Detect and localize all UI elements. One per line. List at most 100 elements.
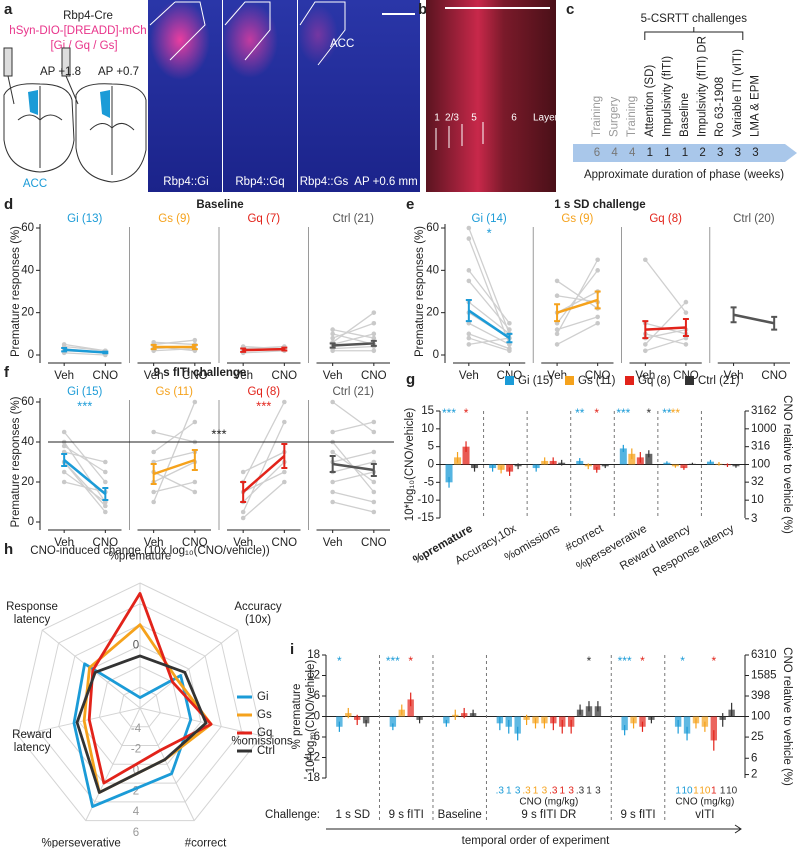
individual-point [103,469,108,475]
individual-line [64,343,106,352]
individual-point [103,503,108,509]
x-tick-label: Veh [233,537,253,549]
dose-label: .3 [522,786,531,797]
mean-line [153,458,196,476]
individual-line [153,461,196,483]
individual-point [466,236,472,241]
individual-point [103,509,108,515]
radar-spoke [85,707,141,821]
y2-tick-label: 10 [751,494,764,506]
x-tick-label: Veh [144,537,164,549]
individual-point [371,509,377,515]
individual-line [556,322,598,345]
error-bar [150,463,157,485]
y-tick-label: 0 [428,459,434,471]
individual-line [645,328,687,339]
mean-line [733,313,775,325]
individual-point [371,449,377,455]
phase-weeks: 2 [699,147,705,159]
phase-weeks: 3 [717,147,723,159]
time-arrow [326,824,742,834]
individual-point [554,293,560,299]
y2-tick-label: 32 [751,476,764,488]
individual-point [466,331,472,337]
individual-line [242,421,285,513]
significance: * [464,406,469,420]
dose-label: 1 [586,786,592,797]
mean-line [468,309,511,340]
mean-line [332,462,375,472]
individual-point [151,489,156,495]
x-tick-label: CNO [361,370,387,382]
x-tick-label: Veh [233,370,253,382]
significance: * [680,654,685,668]
panel-label: i [290,641,294,658]
x-tick-label: Veh [547,370,567,382]
individual-point [371,479,377,485]
individual-line [64,352,106,356]
x-tick-label: Veh [459,370,479,382]
mean-line [242,455,286,493]
significance: * [594,406,599,420]
dose-label: 10 [726,786,738,797]
y2-tick-label: 3162 [751,405,777,417]
individual-point [683,342,689,347]
challenge-label: Baseline [438,809,482,821]
legend-label: Gq (8) [638,375,671,387]
radar-spoke [139,707,195,821]
legend-label: Gq [257,727,272,739]
individual-point [151,449,156,455]
x-tick-label: CNO [182,370,208,382]
phase-name: Attention (SD) [644,65,656,137]
individual-point [371,320,377,326]
individual-point [192,489,198,495]
error-bar [506,332,513,344]
phase-name: Variable ITI (vITI) [732,49,744,137]
significance: ** [662,406,672,420]
individual-point [151,429,156,435]
ap-label: AP +1.8 [40,66,81,78]
individual-point [330,479,335,485]
individual-line [332,345,374,350]
x-tick-label: Veh [144,370,164,382]
x-tick-label: CNO [361,537,387,549]
individual-point [282,469,287,475]
significance: * [408,654,413,668]
mean-line [243,347,285,352]
individual-point [466,335,472,341]
individual-point [507,327,512,332]
individual-line [153,341,195,346]
y-tick-label: 40 [21,264,34,276]
individual-line [153,451,195,463]
legend-swatch [685,376,694,385]
challenge-label: 9 s fITI [389,809,424,821]
individual-point [371,429,377,435]
y-tick-label: 60 [21,396,34,408]
r-tick-label: 0 [133,640,139,652]
layer-image [426,0,556,192]
significance: *** [618,654,632,668]
individual-line [243,345,285,350]
annotation: *** [211,426,226,441]
individual-point [192,399,198,405]
y2-tick-label: 398 [751,690,770,702]
radar-axis-label: %perseverative [41,837,121,848]
panel-label: e [406,196,414,213]
challenge-label: vITI [695,809,714,821]
y2-tick-label: 1000 [751,423,777,435]
mean-line [332,342,374,347]
individual-point [683,299,689,305]
y2-tick-label: 6 [751,752,757,764]
individual-line [468,337,510,352]
timeline-arrow [573,144,797,162]
significance: *** [442,406,456,420]
individual-point [61,443,67,449]
individual-line [242,451,285,473]
radar-axis-label: %omissions [231,735,293,748]
individual-point [466,278,472,284]
y-tick-label: -5 [424,476,434,488]
image-ap: AP +0.6 mm [354,176,417,188]
dose-label: 1 [720,786,726,797]
significance: * [640,654,645,668]
x-axis-label: temporal order of experiment [462,835,610,847]
